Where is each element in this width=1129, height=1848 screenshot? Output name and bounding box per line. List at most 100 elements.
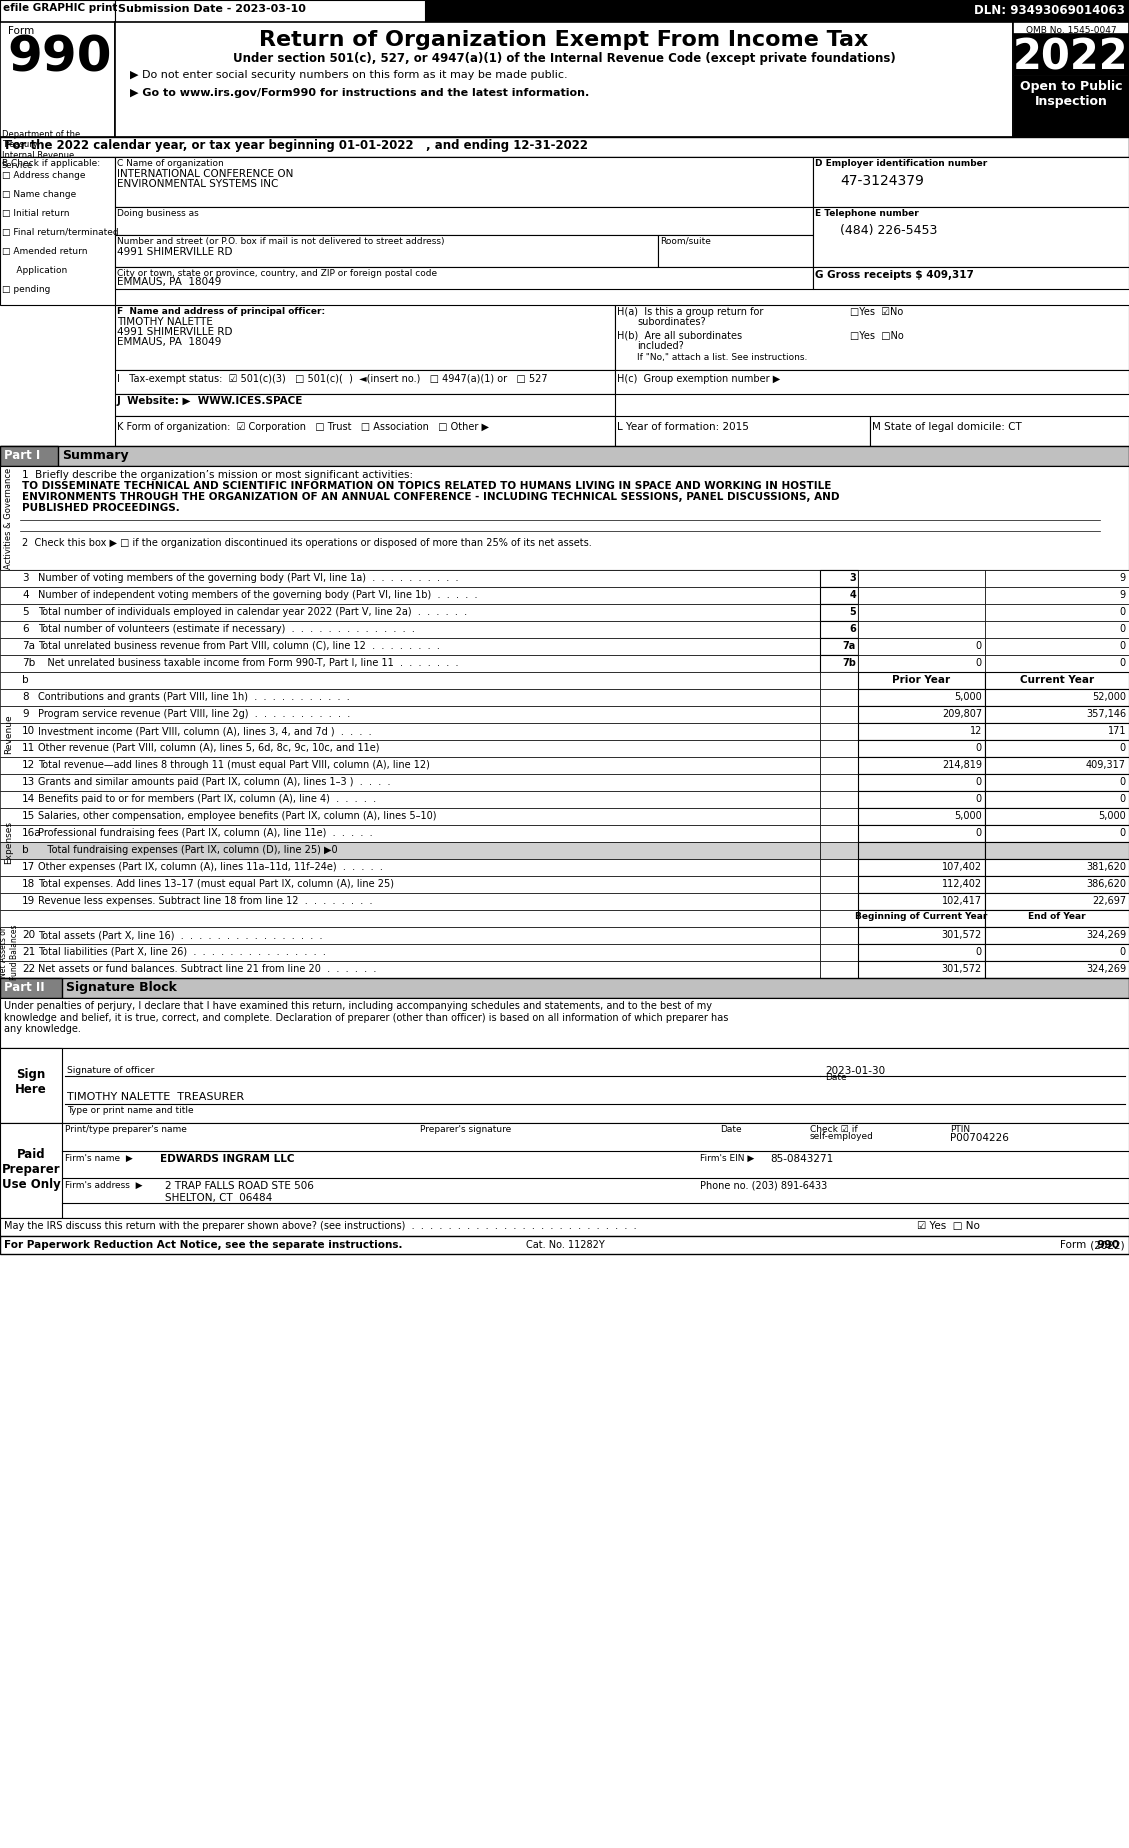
Bar: [984, 621, 1129, 638]
Text: 0: 0: [1120, 795, 1126, 804]
Text: Under penalties of perjury, I declare that I have examined this return, includin: Under penalties of perjury, I declare th…: [5, 1002, 728, 1035]
Bar: [820, 928, 858, 944]
Text: 0: 0: [1120, 641, 1126, 650]
Text: 0: 0: [975, 946, 982, 957]
Bar: [0, 859, 820, 876]
Text: Net unrelated business taxable income from Form 990-T, Part I, line 11  .  .  . : Net unrelated business taxable income fr…: [38, 658, 458, 667]
Bar: [0, 137, 1129, 157]
Bar: [820, 673, 858, 689]
Bar: [0, 808, 820, 824]
Bar: [984, 638, 1129, 654]
Text: 324,269: 324,269: [1086, 965, 1126, 974]
Bar: [820, 689, 858, 706]
Text: 107,402: 107,402: [942, 861, 982, 872]
Bar: [115, 22, 1013, 137]
Text: Check ☑ if: Check ☑ if: [809, 1125, 858, 1135]
Text: Date: Date: [720, 1125, 742, 1135]
Bar: [820, 824, 858, 843]
Text: TIMOTHY NALETTE: TIMOTHY NALETTE: [117, 318, 213, 327]
Text: 52,000: 52,000: [1092, 691, 1126, 702]
Text: 47-3124379: 47-3124379: [840, 174, 924, 188]
Bar: [0, 638, 820, 654]
Text: If "No," attach a list. See instructions.: If "No," attach a list. See instructions…: [637, 353, 807, 362]
Text: I   Tax-exempt status:  ☑ 501(c)(3)   □ 501(c)(  )  ◄(insert no.)   □ 4947(a)(1): I Tax-exempt status: ☑ 501(c)(3) □ 501(c…: [117, 373, 548, 384]
Bar: [0, 944, 820, 961]
Text: 2022: 2022: [1013, 35, 1129, 78]
Text: □ pending: □ pending: [2, 285, 51, 294]
Bar: [984, 859, 1129, 876]
Bar: [115, 0, 425, 22]
Bar: [820, 621, 858, 638]
Text: b: b: [21, 845, 28, 856]
Text: 5: 5: [849, 606, 856, 617]
Bar: [115, 394, 615, 416]
Text: 5,000: 5,000: [1099, 811, 1126, 821]
Bar: [0, 928, 820, 944]
Text: 2023-01-30: 2023-01-30: [825, 1066, 885, 1076]
Text: 13: 13: [21, 776, 35, 787]
Bar: [0, 843, 820, 859]
Text: 381,620: 381,620: [1086, 861, 1126, 872]
Bar: [858, 588, 984, 604]
Text: H(c)  Group exemption number ▶: H(c) Group exemption number ▶: [618, 373, 780, 384]
Text: Paid
Preparer
Use Only: Paid Preparer Use Only: [1, 1148, 60, 1190]
Bar: [984, 824, 1129, 843]
Text: SHELTON, CT  06484: SHELTON, CT 06484: [165, 1194, 272, 1203]
Text: Total number of volunteers (estimate if necessary)  .  .  .  .  .  .  .  .  .  .: Total number of volunteers (estimate if …: [38, 625, 414, 634]
Text: (484) 226-5453: (484) 226-5453: [840, 224, 937, 237]
Text: 4991 SHIMERVILLE RD: 4991 SHIMERVILLE RD: [117, 327, 233, 336]
Text: Phone no. (203) 891-6433: Phone no. (203) 891-6433: [700, 1181, 828, 1190]
Text: C Name of organization: C Name of organization: [117, 159, 224, 168]
Bar: [0, 791, 820, 808]
Text: □ Name change: □ Name change: [2, 190, 77, 200]
Bar: [984, 569, 1129, 588]
Text: 0: 0: [1120, 776, 1126, 787]
Text: 18: 18: [21, 880, 35, 889]
Bar: [858, 961, 984, 978]
Bar: [984, 774, 1129, 791]
Bar: [858, 706, 984, 723]
Text: TIMOTHY NALETTE  TREASURER: TIMOTHY NALETTE TREASURER: [67, 1092, 244, 1101]
Bar: [0, 157, 115, 305]
Bar: [0, 758, 820, 774]
Bar: [0, 689, 820, 706]
Text: 11: 11: [21, 743, 35, 752]
Bar: [820, 859, 858, 876]
Text: Current Year: Current Year: [1019, 675, 1094, 686]
Text: 2 TRAP FALLS ROAD STE 506: 2 TRAP FALLS ROAD STE 506: [165, 1181, 314, 1190]
Bar: [820, 723, 858, 739]
Bar: [0, 909, 820, 928]
Bar: [984, 654, 1129, 673]
Text: Program service revenue (Part VIII, line 2g)  .  .  .  .  .  .  .  .  .  .  .: Program service revenue (Part VIII, line…: [38, 710, 350, 719]
Bar: [0, 1218, 1129, 1236]
Bar: [0, 569, 820, 588]
Text: P00704226: P00704226: [949, 1133, 1009, 1144]
Bar: [820, 843, 858, 859]
Text: Print/type preparer's name: Print/type preparer's name: [65, 1125, 187, 1135]
Text: 22,697: 22,697: [1092, 896, 1126, 906]
Text: Salaries, other compensation, employee benefits (Part IX, column (A), lines 5–10: Salaries, other compensation, employee b…: [38, 811, 437, 821]
Bar: [858, 758, 984, 774]
Text: ENVIRONMENTAL SYSTEMS INC: ENVIRONMENTAL SYSTEMS INC: [117, 179, 279, 188]
Text: 0: 0: [975, 743, 982, 752]
Bar: [0, 824, 820, 843]
Text: (2022): (2022): [1087, 1240, 1124, 1249]
Text: City or town, state or province, country, and ZIP or foreign postal code: City or town, state or province, country…: [117, 270, 437, 277]
Text: Firm's EIN ▶: Firm's EIN ▶: [700, 1153, 754, 1162]
Text: Other revenue (Part VIII, column (A), lines 5, 6d, 8c, 9c, 10c, and 11e): Other revenue (Part VIII, column (A), li…: [38, 743, 379, 752]
Text: Summary: Summary: [62, 449, 129, 462]
Text: 5: 5: [21, 606, 28, 617]
Bar: [858, 928, 984, 944]
Bar: [984, 758, 1129, 774]
Text: 9: 9: [21, 710, 28, 719]
Bar: [820, 638, 858, 654]
Text: 0: 0: [975, 658, 982, 667]
Text: Net assets or fund balances. Subtract line 21 from line 20  .  .  .  .  .  .: Net assets or fund balances. Subtract li…: [38, 965, 376, 974]
Text: Firm's name  ▶: Firm's name ▶: [65, 1153, 133, 1162]
Bar: [1013, 22, 1129, 137]
Bar: [820, 893, 858, 909]
Bar: [615, 370, 1129, 394]
Text: Signature Block: Signature Block: [65, 981, 177, 994]
Bar: [820, 944, 858, 961]
Bar: [615, 305, 1129, 370]
